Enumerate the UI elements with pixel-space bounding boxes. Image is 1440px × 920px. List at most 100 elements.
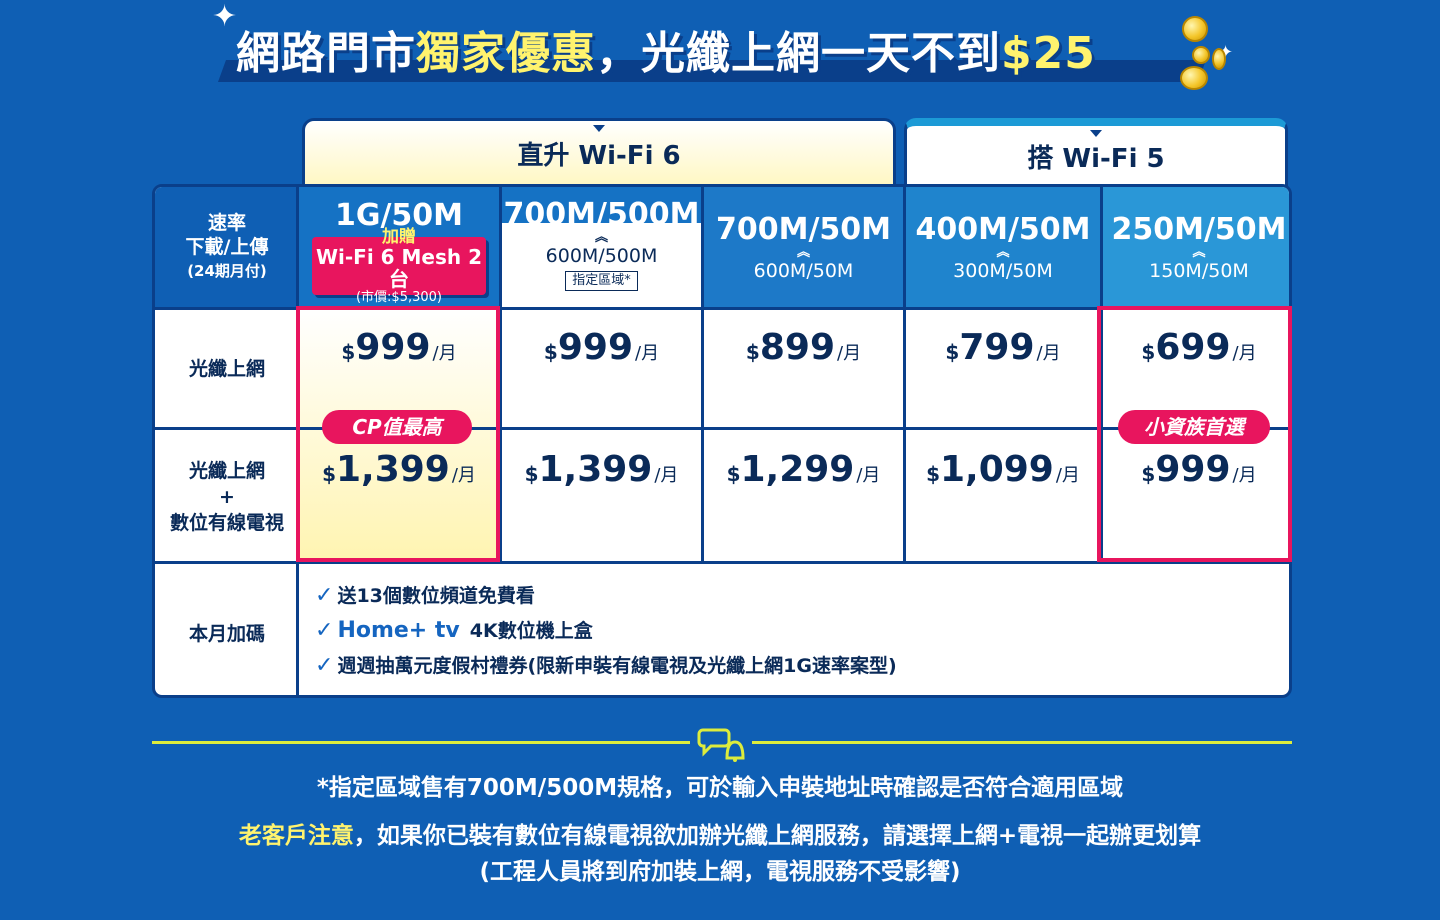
price-unit: /月 [654, 465, 679, 486]
price-amount: 1,299 [740, 449, 855, 490]
tab-notch [1090, 130, 1102, 137]
note-engineer-text: (工程人員將到府加裝上網，電視服務不受影響) [479, 859, 961, 885]
grid-line [155, 561, 1289, 564]
coin-icon [1212, 48, 1226, 70]
price-amount: 699 [1155, 327, 1231, 368]
price-unit: /月 [856, 465, 881, 486]
tab-wifi5: 搭 Wi-Fi 5 [904, 118, 1288, 186]
price-currency: $ [1141, 340, 1156, 364]
grid-line [155, 427, 1289, 430]
price-currency: $ [543, 340, 558, 364]
check-icon: ✓ [315, 583, 334, 608]
bonus-item-1: ✓ 送13個數位頻道免費看 [315, 579, 535, 613]
bonus-text: 4K數位機上盒 [469, 620, 593, 642]
price-currency: $ [1141, 462, 1156, 486]
plan-speed: 700M/500M [503, 196, 700, 232]
headline: 網路門市獨家優惠，光纖上網一天不到$25 [217, 24, 1222, 88]
coin-icon [1182, 16, 1208, 42]
grid-line [499, 187, 502, 564]
divider-left [152, 741, 690, 744]
plan-speed-sub: 600M/50M [753, 259, 854, 282]
bonus-item-3: ✓ 週週抽萬元度假村禮券(限新申裝有線電視及光纖上網1G速率案型) [315, 649, 897, 683]
grid-line [155, 307, 1289, 310]
headline-price: $25 [1001, 28, 1096, 79]
tab-wifi6: 直升 Wi-Fi 6 [302, 118, 896, 186]
zone-tag: 指定區域* [565, 270, 638, 291]
price-currency: $ [945, 340, 960, 364]
bonus-text: 週週抽萬元度假村禮券(限新申裝有線電視及光纖上網1G速率案型) [337, 655, 897, 677]
price-fiber-tv-700m-50m: $1,299/月 [704, 449, 903, 539]
row-label-text: 光纖上網 [188, 357, 265, 380]
bonus-text: 送13個數位頻道免費看 [337, 585, 535, 607]
grid-line [701, 187, 704, 564]
header-label-cell: 速率 下載/上傳 (24期月付) [155, 187, 299, 307]
price-fiber-700m-50m: $899/月 [704, 327, 903, 417]
chevron-up-icon: ︽ [594, 229, 608, 245]
grid-line [1100, 187, 1103, 564]
gift-line3: (市價:$5,300) [355, 289, 442, 305]
divider-right [752, 741, 1292, 744]
header-label-line3: (24期月付) [187, 262, 267, 280]
coin-icon [1180, 66, 1208, 90]
plan-header-700m-500m: 700M/500M ︽ 600M/500M 指定區域* [502, 187, 701, 307]
note-highlight: 老客戶注意 [238, 823, 354, 849]
highlight-frame-250m [1097, 306, 1292, 562]
price-fiber-tv-250m: $999/月 [1103, 449, 1289, 539]
price-currency: $ [926, 462, 940, 486]
plan-header-700m-50m: 700M/50M ︽ 600M/50M [704, 187, 903, 307]
row-label-line1: 光纖上網 [188, 460, 265, 482]
price-fiber-tv-700m-500m: $1,399/月 [502, 449, 701, 539]
price-fiber-700m-500m: $999/月 [502, 327, 701, 417]
plan-speed: 1G/50M [334, 198, 464, 233]
tab-wifi5-label: 搭 Wi-Fi 5 [1027, 143, 1165, 174]
price-fiber-tv-1g: $1,399/月 [299, 449, 499, 539]
headline-part1: 網路門市 [236, 28, 416, 79]
price-unit: /月 [1232, 343, 1257, 364]
note-zone-text: *指定區域售有700M/500M規格，可於輸入申裝地址時確認是否符合適用區域 [316, 775, 1124, 801]
sparkle-icon: ✦ [212, 0, 238, 34]
price-currency: $ [322, 462, 336, 486]
price-amount: 999 [1155, 449, 1231, 490]
badge-cp: CP值最高 [322, 410, 472, 444]
tab-notch [593, 125, 605, 132]
chevron-up-icon: ︽ [1192, 244, 1206, 260]
gift-line2: Wi-Fi 6 Mesh 2台 [315, 244, 483, 291]
price-unit: /月 [1036, 343, 1061, 364]
price-unit: /月 [1232, 465, 1257, 486]
price-currency: $ [524, 462, 539, 486]
plan-speed: 700M/50M [715, 211, 892, 247]
header-label-line2: 下載/上傳 [185, 236, 269, 258]
plan-speed: 400M/50M [915, 211, 1091, 247]
note-engineer: (工程人員將到府加裝上網，電視服務不受影響) [0, 854, 1440, 890]
row-label-text: 本月加碼 [188, 623, 265, 645]
chevron-up-icon: ︽ [996, 244, 1010, 260]
header-label-line1: 速率 [207, 212, 246, 234]
plan-speed: 250M/50M [1111, 211, 1287, 247]
plan-speed-sub: 600M/500M [545, 244, 658, 267]
plan-speed-sub: 300M/50M [953, 259, 1053, 282]
row-label-bonus: 本月加碼 [155, 567, 299, 695]
row-label-fiber: 光纖上網 [155, 310, 299, 427]
note-zone: *指定區域售有700M/500M規格，可於輸入申裝地址時確認是否符合適用區域 [0, 770, 1440, 806]
price-currency: $ [341, 340, 356, 364]
price-unit: /月 [432, 343, 457, 364]
grid-line [903, 187, 906, 564]
price-fiber-tv-400m: $1,099/月 [906, 449, 1100, 539]
check-icon: ✓ [315, 653, 334, 678]
price-amount: 999 [557, 327, 633, 368]
plan-header-400m: 400M/50M ︽ 300M/50M [906, 187, 1100, 307]
chevron-up-icon: ︽ [796, 244, 810, 260]
headline-text: 網路門市獨家優惠，光纖上網一天不到$25 [236, 24, 1096, 84]
price-fiber-250m: $699/月 [1103, 327, 1289, 417]
price-currency: $ [745, 340, 760, 364]
highlight-frame-1g [296, 306, 500, 562]
price-amount: 1,399 [335, 449, 450, 490]
headline-part3: ，光纖上網一天不到 [596, 28, 1001, 79]
row-label-line3: 數位有線電視 [169, 512, 284, 534]
hometv-logo: Home+ tv [337, 618, 460, 643]
price-amount: 899 [759, 327, 835, 368]
badge-small: 小資族首選 [1118, 410, 1270, 444]
headline-highlight: 獨家優惠 [416, 28, 596, 79]
price-unit: /月 [837, 343, 862, 364]
row-label-fiber-tv: 光纖上網 + 數位有線電視 [155, 430, 299, 564]
